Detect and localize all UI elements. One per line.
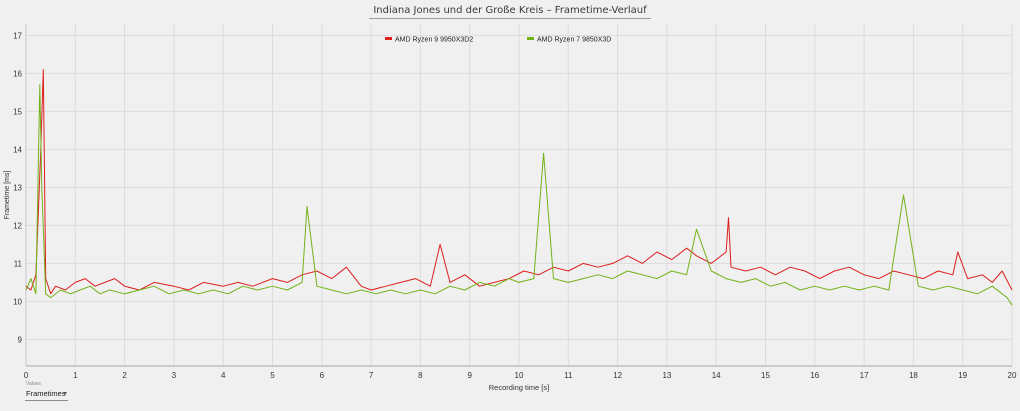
series-line xyxy=(25,69,1013,295)
legend-label: AMD Ryzen 7 9850X3D xyxy=(537,37,611,44)
x-tick-label: 4 xyxy=(221,371,226,380)
x-tick-label: 10 xyxy=(515,371,524,380)
x-tick-label: 3 xyxy=(172,371,177,380)
legend-swatch xyxy=(385,37,392,40)
legend-swatch xyxy=(527,37,534,40)
y-axis-title: Frametime [ms] xyxy=(4,171,11,220)
x-tick-label: 20 xyxy=(1008,371,1017,380)
x-tick-label: 5 xyxy=(270,371,275,380)
x-tick-label: 11 xyxy=(564,371,573,380)
x-tick-label: 2 xyxy=(122,371,127,380)
chart-title: Indiana Jones und der Große Kreis – Fram… xyxy=(369,5,651,19)
x-tick-label: 14 xyxy=(712,371,721,380)
y-tick-label: 11 xyxy=(14,259,23,268)
x-tick-label: 9 xyxy=(467,371,472,380)
x-tick-label: 12 xyxy=(613,371,622,380)
x-tick-label: 1 xyxy=(73,371,78,380)
metric-selector-value: Frametimes xyxy=(26,389,66,398)
x-tick-label: 18 xyxy=(909,371,918,380)
x-tick-label: 19 xyxy=(958,371,967,380)
metric-selector-caption: Values xyxy=(26,381,41,387)
y-tick-label: 14 xyxy=(13,145,22,154)
x-tick-label: 15 xyxy=(761,371,770,380)
x-tick-label: 16 xyxy=(810,371,819,380)
y-tick-label: 10 xyxy=(13,297,22,306)
x-tick-label: 17 xyxy=(860,371,869,380)
x-axis-title: Recording time [s] xyxy=(489,383,549,392)
y-tick-label: 16 xyxy=(13,69,22,78)
y-tick-label: 12 xyxy=(13,221,22,230)
x-tick-label: 13 xyxy=(662,371,671,380)
x-tick-label: 8 xyxy=(418,371,423,380)
x-tick-label: 0 xyxy=(24,371,29,380)
y-tick-label: 13 xyxy=(13,183,22,192)
series-line xyxy=(25,84,1013,306)
metric-selector-dropdown[interactable]: Frametimes xyxy=(25,388,68,401)
chevron-down-icon xyxy=(63,392,67,395)
x-tick-label: 7 xyxy=(369,371,374,380)
x-tick-label: 6 xyxy=(320,371,325,380)
y-tick-label: 9 xyxy=(18,335,23,344)
y-tick-label: 15 xyxy=(13,107,22,116)
legend-label: AMD Ryzen 9 9950X3D2 xyxy=(395,37,473,44)
y-tick-label: 17 xyxy=(13,31,22,40)
